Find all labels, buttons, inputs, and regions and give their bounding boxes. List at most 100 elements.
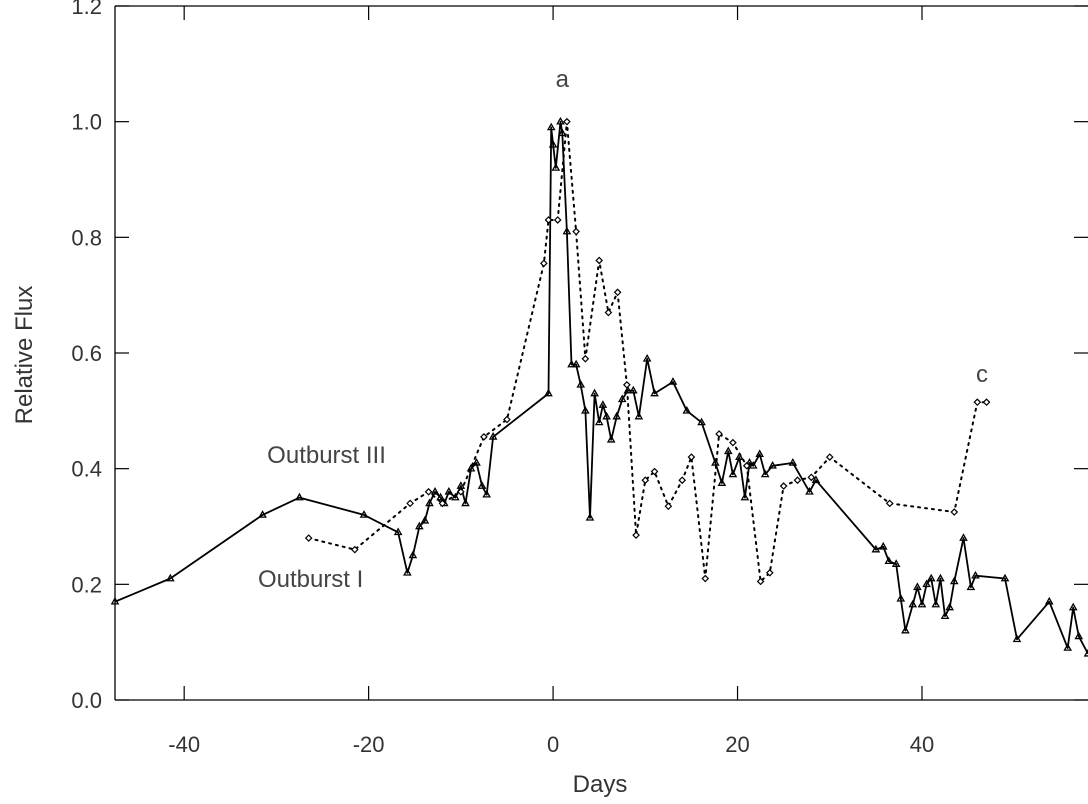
data-point-triangle <box>805 486 814 495</box>
data-point-triangle <box>926 573 936 582</box>
data-point-diamond <box>572 227 580 236</box>
annotation-label: Outburst III <box>267 442 386 469</box>
data-point-triangle <box>650 388 659 397</box>
annotation-label: c <box>976 361 988 388</box>
annotations: a c Outburst III Outburst I <box>258 66 988 593</box>
data-point-triangle <box>430 486 440 495</box>
data-point-triangle <box>546 122 556 131</box>
data-point-triangle <box>488 432 498 440</box>
data-point-diamond <box>701 574 710 583</box>
data-point-diamond <box>424 487 433 496</box>
data-point-triangle <box>420 515 430 524</box>
data-point-triangle <box>884 556 894 565</box>
data-point-triangle <box>642 353 652 362</box>
data-point-diamond <box>756 577 765 586</box>
data-point-triangle <box>295 492 304 501</box>
data-point-diamond <box>544 216 553 224</box>
data-point-triangle <box>477 481 487 489</box>
data-point-triangle <box>166 573 175 582</box>
annotation-label: a <box>556 66 570 93</box>
data-point-triangle <box>567 359 576 368</box>
data-point-triangle <box>598 400 608 408</box>
data-point-triangle <box>594 417 604 426</box>
data-point-diamond <box>503 415 511 424</box>
data-point-triangle <box>917 599 927 608</box>
data-point-triangle <box>724 446 733 455</box>
data-point-diamond <box>350 545 359 554</box>
data-point-diamond <box>973 398 982 407</box>
data-point-triangle <box>891 559 901 567</box>
data-point-triangle <box>571 359 581 368</box>
data-point-triangle <box>922 579 931 588</box>
x-axis: -40 -20 0 20 40 <box>168 6 934 757</box>
data-point-triangle <box>1074 631 1084 640</box>
data-point-diamond <box>595 256 604 265</box>
data-point-triangle <box>1044 596 1054 605</box>
data-point-triangle <box>436 492 445 501</box>
y-tick-label: 1.0 <box>71 110 102 135</box>
data-point-triangle <box>110 596 120 605</box>
data-point-triangle <box>629 385 638 394</box>
data-point-triangle <box>755 449 764 458</box>
data-point-diamond <box>613 288 622 297</box>
data-point-diamond <box>563 117 571 126</box>
data-point-triangle <box>576 379 586 388</box>
data-point-diamond <box>950 508 959 516</box>
data-point-triangle <box>393 527 403 536</box>
data-point-triangle <box>901 625 910 634</box>
series-layer <box>110 116 1088 657</box>
x-tick-label: -40 <box>168 732 200 757</box>
data-point-triangle <box>359 510 369 518</box>
data-point-triangle <box>966 582 976 591</box>
x-tick-label: 40 <box>910 732 934 757</box>
data-point-triangle <box>258 510 267 518</box>
y-axis-title: Relative Flux <box>11 286 38 425</box>
data-point-triangle <box>548 139 558 148</box>
data-point-triangle <box>1000 573 1010 582</box>
data-point-triangle <box>606 434 616 443</box>
data-point-triangle <box>1068 602 1078 611</box>
data-point-triangle <box>931 599 941 608</box>
data-point-triangle <box>472 458 481 466</box>
y-tick-label: 0.6 <box>71 341 102 366</box>
data-point-triangle <box>602 411 611 420</box>
y-tick-label: 1.2 <box>71 0 102 19</box>
data-point-triangle <box>562 226 572 235</box>
data-point-triangle <box>760 469 770 478</box>
data-point-triangle <box>544 388 553 397</box>
y-axis: 0.0 0.2 0.4 0.6 0.8 1.0 1.2 <box>71 0 1088 713</box>
data-point-triangle <box>425 498 434 507</box>
data-point-diamond <box>553 216 562 224</box>
data-point-diamond <box>632 531 640 540</box>
data-point-triangle <box>617 394 627 403</box>
data-point-triangle <box>451 492 460 501</box>
data-point-triangle <box>878 541 888 550</box>
data-point-diamond <box>765 568 774 577</box>
data-point-diamond <box>793 476 802 485</box>
y-tick-label: 0.8 <box>71 225 102 250</box>
data-point-triangle <box>1063 643 1073 651</box>
data-point-diamond <box>779 482 788 490</box>
data-point-triangle <box>936 573 945 582</box>
data-point-triangle <box>466 463 476 472</box>
data-point-triangle <box>612 411 622 420</box>
data-point-diamond <box>982 398 991 407</box>
data-point-diamond <box>641 476 650 485</box>
data-point-triangle <box>1083 648 1088 657</box>
data-point-triangle <box>740 492 750 501</box>
data-point-triangle <box>728 469 738 478</box>
x-tick-label: 0 <box>547 732 559 757</box>
y-tick-label: 0.2 <box>71 572 102 597</box>
x-axis-title: Days <box>573 771 628 798</box>
data-point-diamond <box>729 438 737 447</box>
data-point-triangle <box>682 406 692 414</box>
data-point-triangle <box>408 550 418 559</box>
data-point-triangle <box>551 163 561 171</box>
y-tick-label: 0.4 <box>71 457 102 482</box>
series-dotted-line <box>307 120 988 583</box>
data-point-diamond <box>623 380 631 389</box>
data-point-triangle <box>940 611 950 619</box>
data-point-diamond <box>825 453 834 461</box>
data-point-diamond <box>664 502 673 511</box>
data-point-triangle <box>590 388 599 397</box>
